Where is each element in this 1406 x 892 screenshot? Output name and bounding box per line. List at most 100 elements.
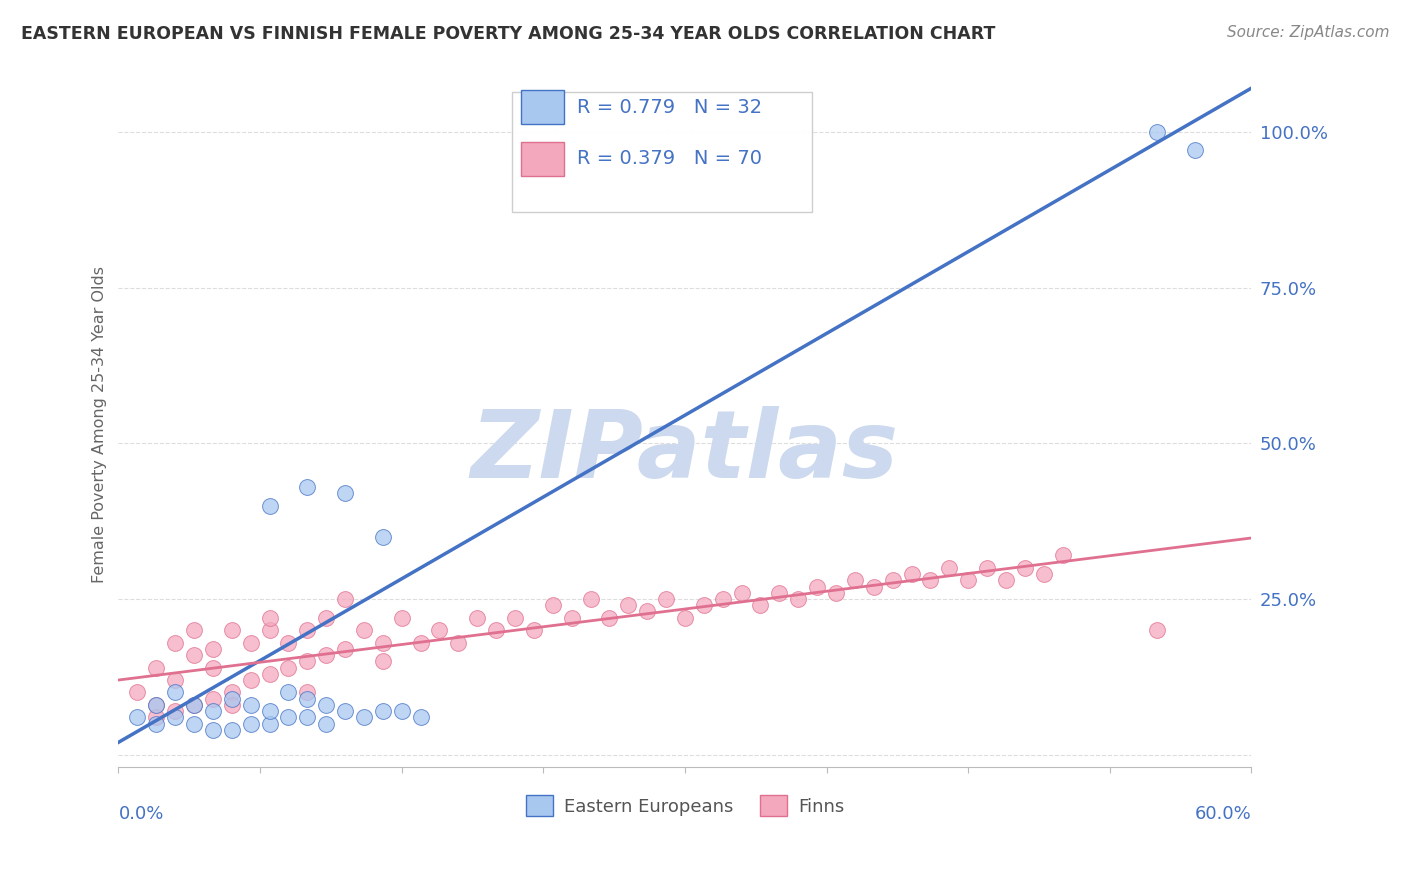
Point <box>297 623 319 637</box>
Point <box>145 710 167 724</box>
Point <box>409 635 432 649</box>
Point <box>127 685 149 699</box>
Point <box>371 530 394 544</box>
Point <box>523 623 546 637</box>
Point <box>201 660 224 674</box>
Point <box>297 480 319 494</box>
Point <box>391 704 413 718</box>
Point <box>259 611 281 625</box>
FancyBboxPatch shape <box>512 92 811 212</box>
Point <box>221 691 243 706</box>
Point <box>409 710 432 724</box>
Point <box>1184 144 1206 158</box>
Point <box>165 685 187 699</box>
Text: 0.0%: 0.0% <box>118 805 165 823</box>
Point <box>1014 561 1036 575</box>
Point <box>201 691 224 706</box>
Point <box>277 685 299 699</box>
FancyBboxPatch shape <box>520 142 564 176</box>
Point <box>561 611 583 625</box>
Point <box>503 611 526 625</box>
Point <box>221 698 243 712</box>
Point <box>711 592 734 607</box>
Point <box>1052 549 1074 563</box>
Point <box>447 635 470 649</box>
Point <box>145 716 167 731</box>
Point <box>673 611 696 625</box>
Point <box>201 723 224 737</box>
Point <box>429 623 451 637</box>
Point <box>145 698 167 712</box>
Point <box>655 592 678 607</box>
Point <box>844 574 866 588</box>
Point <box>297 685 319 699</box>
Text: R = 0.779   N = 32: R = 0.779 N = 32 <box>578 98 762 117</box>
Point <box>598 611 620 625</box>
Point <box>145 660 167 674</box>
Point <box>277 710 299 724</box>
Point <box>183 698 205 712</box>
Point <box>183 648 205 662</box>
Point <box>239 635 262 649</box>
Point <box>221 723 243 737</box>
Point <box>768 586 790 600</box>
Point <box>315 648 337 662</box>
Text: ZIPatlas: ZIPatlas <box>471 406 898 498</box>
Point <box>221 623 243 637</box>
Point <box>825 586 848 600</box>
Point <box>127 710 149 724</box>
Point <box>882 574 904 588</box>
Text: 60.0%: 60.0% <box>1195 805 1251 823</box>
Point <box>221 685 243 699</box>
Point <box>259 666 281 681</box>
Point <box>333 641 356 656</box>
Point <box>259 499 281 513</box>
Point <box>183 716 205 731</box>
Point <box>371 704 394 718</box>
Y-axis label: Female Poverty Among 25-34 Year Olds: Female Poverty Among 25-34 Year Olds <box>93 266 107 583</box>
Point <box>1146 623 1168 637</box>
Text: R = 0.379   N = 70: R = 0.379 N = 70 <box>578 149 762 169</box>
Point <box>787 592 810 607</box>
Text: Source: ZipAtlas.com: Source: ZipAtlas.com <box>1226 25 1389 40</box>
Point <box>900 567 922 582</box>
Point <box>579 592 602 607</box>
Point <box>239 673 262 687</box>
Point <box>333 704 356 718</box>
Point <box>749 599 772 613</box>
Point <box>315 611 337 625</box>
Point <box>183 623 205 637</box>
Point <box>862 580 884 594</box>
Point <box>353 710 375 724</box>
Point <box>1032 567 1054 582</box>
Point <box>201 641 224 656</box>
Point <box>165 710 187 724</box>
Point <box>201 704 224 718</box>
Point <box>239 698 262 712</box>
Point <box>541 599 564 613</box>
Point <box>371 635 394 649</box>
Point <box>1146 125 1168 139</box>
FancyBboxPatch shape <box>520 90 564 124</box>
Point <box>806 580 828 594</box>
Point <box>617 599 640 613</box>
Point <box>333 592 356 607</box>
Point <box>976 561 998 575</box>
Point <box>277 660 299 674</box>
Point <box>730 586 752 600</box>
Point <box>165 635 187 649</box>
Legend: Eastern Europeans, Finns: Eastern Europeans, Finns <box>519 788 852 823</box>
Point <box>938 561 960 575</box>
Point <box>297 691 319 706</box>
Point <box>333 486 356 500</box>
Point <box>465 611 488 625</box>
Point <box>693 599 716 613</box>
Point <box>994 574 1017 588</box>
Point <box>165 673 187 687</box>
Point <box>239 716 262 731</box>
Point <box>183 698 205 712</box>
Text: EASTERN EUROPEAN VS FINNISH FEMALE POVERTY AMONG 25-34 YEAR OLDS CORRELATION CHA: EASTERN EUROPEAN VS FINNISH FEMALE POVER… <box>21 25 995 43</box>
Point <box>165 704 187 718</box>
Point <box>371 654 394 668</box>
Point <box>485 623 508 637</box>
